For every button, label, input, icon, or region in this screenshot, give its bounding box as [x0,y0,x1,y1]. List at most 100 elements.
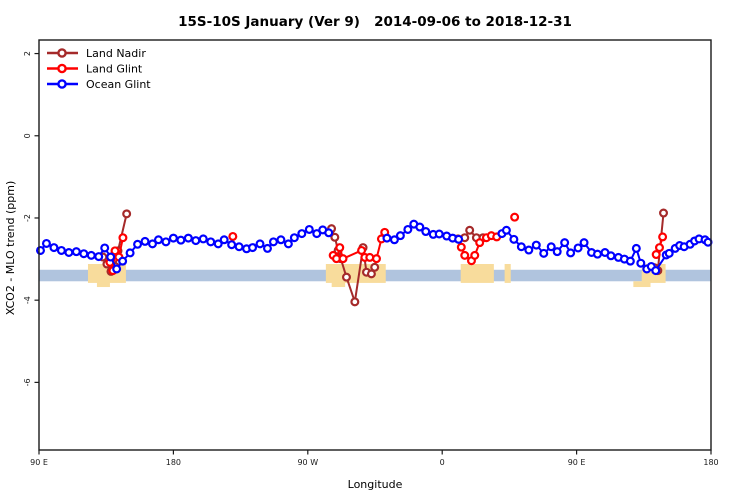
data-point-ocean-glint [636,258,646,268]
series-ocean-glint [35,219,713,276]
data-point-ocean-glint [41,238,51,248]
data-point-ocean-glint [552,247,562,257]
data-point-ocean-glint [389,235,399,245]
data-point-ocean-glint [324,228,334,238]
data-point-land-glint [371,254,381,264]
data-point-ocean-glint [566,248,576,258]
data-point-ocean-glint [94,252,104,262]
y-axis-label: XCO2 - MLO trend (ppm) [4,181,17,316]
series-line-ocean-glint [39,228,330,270]
data-point-land-glint [460,250,470,260]
x-tick-label: 0 [440,458,445,467]
data-point-ocean-glint [539,248,549,258]
data-point-ocean-glint [403,224,413,234]
data-point-ocean-glint [219,235,229,245]
data-point-land-glint [357,245,367,255]
data-point-ocean-glint [206,237,216,247]
data-point-land-glint [658,232,668,242]
data-point-land-nadir [350,297,360,307]
y-tick-label: -6 [23,378,32,386]
data-point-ocean-glint [631,243,641,253]
legend-label: Land Glint [86,63,143,76]
highlight-band [331,281,346,288]
data-point-ocean-glint [501,225,511,235]
data-point-ocean-glint [664,248,674,258]
data-point-ocean-glint [509,234,519,244]
data-point-ocean-glint [579,238,589,248]
data-point-ocean-glint [421,227,431,237]
data-point-ocean-glint [71,247,81,257]
x-tick-label: 90 E [568,458,586,467]
data-point-ocean-glint [304,224,314,234]
series-land-glint [105,212,668,276]
data-point-ocean-glint [140,236,150,246]
data-point-ocean-glint [573,243,583,253]
data-point-ocean-glint [524,245,534,255]
data-point-ocean-glint [255,239,265,249]
data-point-ocean-glint [35,245,45,255]
data-point-land-nadir [330,232,340,242]
data-point-land-glint [654,243,664,253]
y-tick-label: 0 [23,133,32,138]
data-point-ocean-glint [625,256,635,266]
data-point-ocean-glint [283,239,293,249]
series-land-nadir [98,208,669,307]
highlight-band [633,281,651,288]
data-point-ocean-glint [153,235,163,245]
data-point-ocean-glint [198,234,208,244]
y-tick-label: 2 [23,51,32,56]
plot-border [38,39,712,451]
legend-marker-icon [57,48,67,58]
data-point-ocean-glint [49,243,59,253]
data-point-ocean-glint [297,229,307,239]
legend-marker-icon [57,79,67,89]
data-point-land-glint [118,233,128,243]
data-point-ocean-glint [289,233,299,243]
data-point-land-nadir [465,225,475,235]
data-point-land-glint [470,250,480,260]
data-point-ocean-glint [312,229,322,239]
data-point-land-nadir [122,209,132,219]
data-point-ocean-glint [516,242,526,252]
data-point-ocean-glint [415,222,425,232]
chart-title: 15S-10S January (Ver 9) 2014-09-06 to 20… [178,14,572,30]
data-point-ocean-glint [213,239,223,249]
x-tick-label: 90 W [297,458,318,467]
highlight-band [504,264,511,283]
legend-label: Ocean Glint [86,78,151,91]
data-point-land-nadir [370,262,380,272]
data-point-land-nadir [341,272,351,282]
data-point-ocean-glint [546,242,556,252]
data-point-ocean-glint [651,266,661,276]
data-point-ocean-glint [168,233,178,243]
y-tick-label: -2 [23,214,32,222]
x-axis-label: Longitude [348,478,403,491]
data-point-land-glint [338,254,348,264]
data-point-ocean-glint [382,233,392,243]
data-point-land-glint [228,231,238,241]
data-point-ocean-glint [593,249,603,259]
x-tick-label: 180 [166,458,181,467]
data-point-land-nadir [659,208,669,218]
data-point-ocean-glint [147,239,157,249]
data-point-land-glint [456,242,466,252]
data-point-ocean-glint [56,245,66,255]
highlight-band [460,264,494,283]
data-point-land-glint [335,243,345,253]
data-point-ocean-glint [262,243,272,253]
data-point-ocean-glint [106,252,116,262]
data-point-ocean-glint [454,234,464,244]
data-point-ocean-glint [133,239,143,249]
legend-label: Land Nadir [86,47,146,60]
data-point-land-glint [651,250,661,260]
data-point-ocean-glint [161,237,171,247]
data-point-land-glint [475,238,485,248]
data-point-ocean-glint [176,235,186,245]
data-point-ocean-glint [531,240,541,250]
data-point-ocean-glint [100,243,110,253]
axis-ticks: 90 E 180 90 W 0 90 E 180 2 0 -2 -4 -6 [23,51,719,467]
highlight-band [96,281,110,288]
data-point-ocean-glint [86,250,96,260]
